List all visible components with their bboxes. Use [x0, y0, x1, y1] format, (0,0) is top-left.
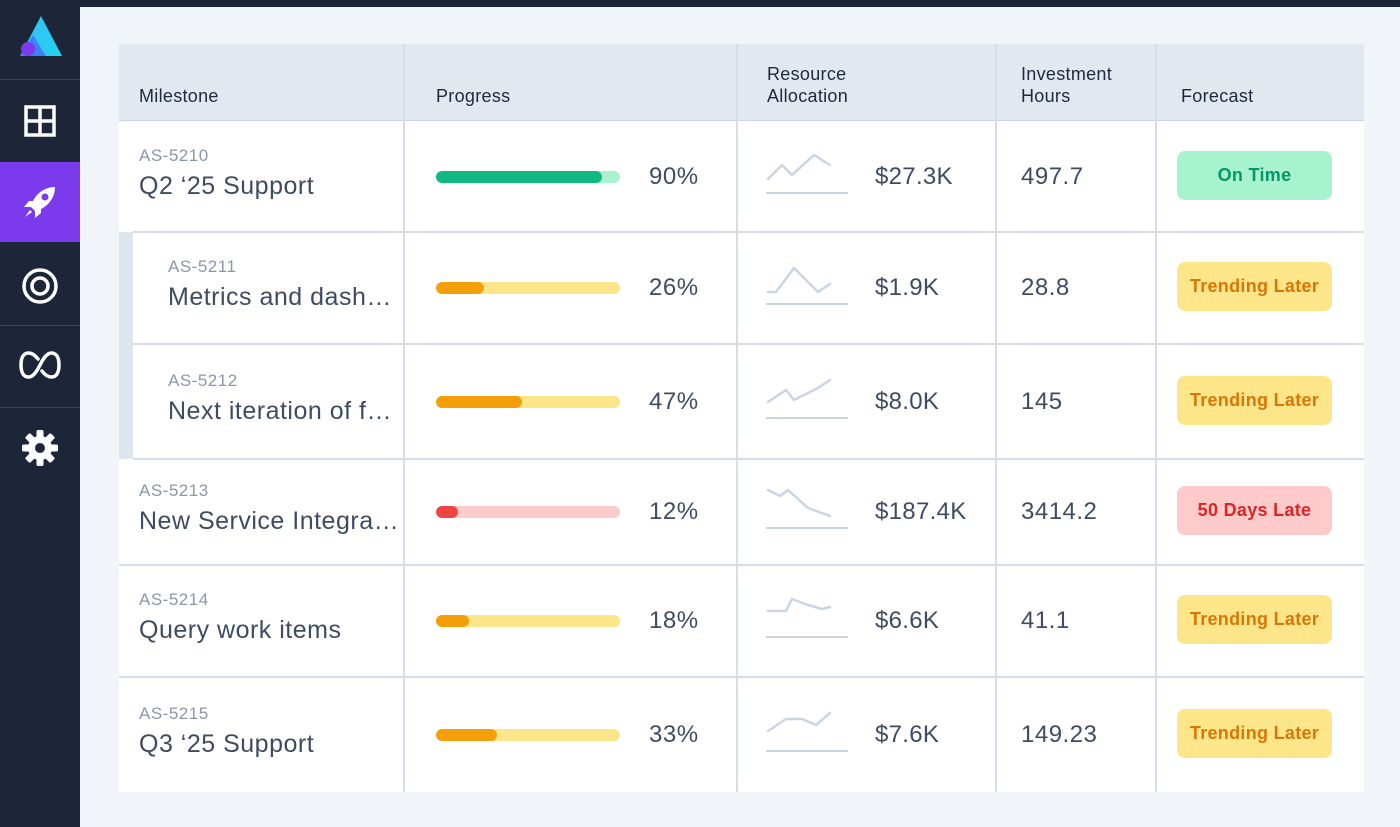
progress-bar-fill	[436, 395, 522, 408]
row-divider	[119, 676, 1364, 678]
milestone-name[interactable]: Metrics and dashboards	[168, 283, 404, 311]
grid-icon	[24, 105, 56, 137]
row-divider	[133, 458, 1364, 460]
progress-percent: 26%	[649, 274, 699, 301]
table-header: Milestone Progress Resource Allocation In…	[119, 44, 1364, 121]
row-divider	[133, 231, 1364, 233]
progress-percent: 33%	[649, 720, 699, 748]
investment-hours: 497.7	[1021, 162, 1084, 190]
investment-hours: 149.23	[1021, 720, 1098, 748]
resource-cost: $27.3K	[875, 162, 953, 190]
nav-divider	[0, 325, 80, 326]
table-row[interactable]: AS-5213 New Service Integration 12% $187.4K…	[119, 459, 1364, 565]
progress-bar	[436, 170, 620, 183]
nav-divider	[0, 407, 80, 408]
table-row[interactable]: AS-5211 Metrics and dashboards 26% $1.9K 28.…	[119, 232, 1364, 344]
indent-marker	[119, 342, 133, 459]
progress-bar	[436, 728, 620, 741]
column-divider	[1155, 44, 1157, 792]
nav-item-rocket[interactable]	[0, 162, 80, 242]
progress-bar-fill	[436, 728, 497, 741]
table-row[interactable]: AS-5215 Q3 ‘25 Support 33% $7.6K 149.23 Trend…	[119, 677, 1364, 792]
row-divider	[133, 343, 1364, 345]
column-divider	[995, 44, 997, 792]
milestone-name[interactable]: New Service Integration	[139, 507, 404, 535]
forecast-badge[interactable]: Trending Later	[1177, 262, 1332, 311]
resource-cost: $7.6K	[875, 720, 940, 748]
progress-bar	[436, 615, 620, 627]
milestone-id: AS-5211	[168, 257, 237, 276]
progress-percent: 47%	[649, 387, 699, 415]
progress-bar-fill	[436, 615, 469, 627]
investment-hours: 41.1	[1021, 607, 1070, 634]
table-row[interactable]: AS-5210 Q2 ‘25 Support 90% $27.3K 497.7 On Ti…	[119, 121, 1364, 232]
progress-percent: 90%	[649, 162, 699, 190]
progress-bar-fill	[436, 282, 484, 294]
target-icon	[22, 268, 58, 304]
sparkline-chart	[766, 711, 848, 752]
milestone-id: AS-5210	[139, 145, 209, 165]
milestone-name[interactable]: Next iteration of features	[168, 396, 404, 425]
nav-divider	[0, 79, 80, 80]
milestone-id: AS-5213	[139, 481, 209, 500]
forecast-badge[interactable]: 50 Days Late	[1177, 486, 1332, 535]
column-divider	[403, 44, 405, 792]
nav-item-loop[interactable]	[0, 325, 80, 405]
header-forecast[interactable]: Forecast	[1181, 86, 1254, 106]
milestone-id: AS-5215	[139, 703, 209, 723]
infinity-loop-icon	[19, 351, 61, 379]
header-investment-hours[interactable]: Investment Hours	[1021, 64, 1113, 106]
milestone-id: AS-5212	[168, 370, 238, 390]
sparkline-chart	[766, 153, 848, 194]
resource-cost: $187.4K	[875, 498, 967, 525]
progress-bar	[436, 282, 620, 294]
indent-marker	[119, 232, 133, 344]
milestone-name[interactable]: Q2 ‘25 Support	[139, 171, 315, 200]
header-resource-allocation[interactable]: Resource Allocation	[767, 64, 849, 106]
sparkline-chart	[766, 488, 848, 529]
column-divider	[736, 44, 738, 792]
header-progress[interactable]: Progress	[436, 86, 511, 106]
forecast-badge[interactable]: On Time	[1177, 150, 1332, 200]
forecast-badge[interactable]: Trending Later	[1177, 708, 1332, 758]
nav-item-settings[interactable]	[0, 408, 80, 488]
nav-item-grid[interactable]	[0, 81, 80, 161]
resource-cost: $1.9K	[875, 274, 940, 301]
progress-bar	[436, 395, 620, 408]
progress-bar-fill	[436, 506, 458, 518]
investment-hours: 3414.2	[1021, 498, 1098, 525]
progress-percent: 18%	[649, 607, 699, 634]
gear-icon	[22, 430, 58, 466]
sparkline-chart	[766, 266, 848, 305]
forecast-badge[interactable]: Trending Later	[1177, 375, 1332, 425]
rocket-icon	[24, 187, 55, 218]
sparkline-chart	[766, 597, 848, 638]
table-row[interactable]: AS-5214 Query work items 18% $6.6K 41.1 Trend…	[119, 565, 1364, 677]
milestone-name[interactable]: Query work items	[139, 616, 342, 644]
header-milestone[interactable]: Milestone	[139, 86, 219, 106]
milestone-id: AS-5214	[139, 590, 209, 609]
resource-cost: $8.0K	[875, 387, 940, 415]
nav-item-target[interactable]	[0, 246, 80, 326]
investment-hours: 145	[1021, 387, 1063, 415]
logo-triangle-icon[interactable]	[18, 15, 64, 59]
progress-percent: 12%	[649, 498, 699, 525]
investment-hours: 28.8	[1021, 274, 1070, 301]
milestone-table: Milestone Progress Resource Allocation In…	[119, 44, 1364, 792]
table-row[interactable]: AS-5212 Next iteration of features 47% $8.0…	[119, 342, 1364, 459]
forecast-badge[interactable]: Trending Later	[1177, 595, 1332, 644]
milestone-name[interactable]: Q3 ‘25 Support	[139, 729, 315, 758]
main-content: Milestone Progress Resource Allocation In…	[80, 7, 1400, 827]
resource-cost: $6.6K	[875, 607, 940, 634]
sidebar	[0, 0, 80, 827]
sparkline-chart	[766, 378, 848, 419]
progress-bar	[436, 506, 620, 518]
progress-bar-fill	[436, 170, 602, 183]
row-divider	[119, 564, 1364, 566]
